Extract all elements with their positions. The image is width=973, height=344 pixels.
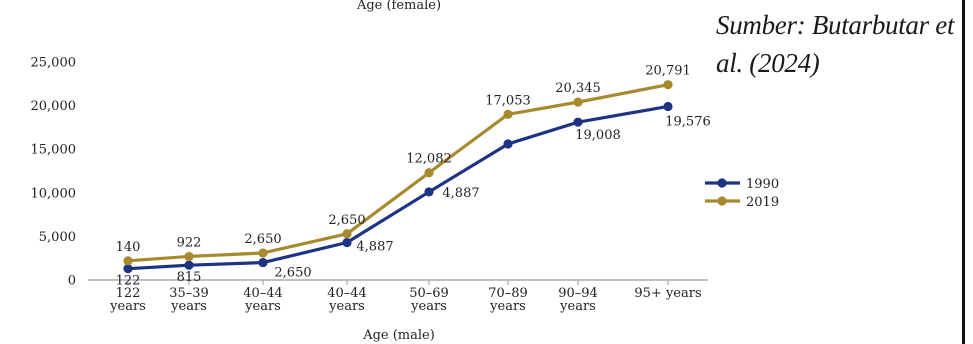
data-point-1990	[503, 139, 513, 149]
data-label-2019: 140	[116, 240, 141, 255]
data-point-2019	[184, 251, 194, 262]
x-tick-label: years	[244, 299, 281, 314]
data-label-1990: 122	[116, 274, 141, 289]
data-label-2019: 2,650	[244, 232, 281, 247]
y-tick-label: 10,000	[31, 186, 77, 201]
legend-marker-1990	[717, 178, 727, 188]
data-point-2019	[342, 229, 352, 239]
data-label-1990: 4,887	[442, 186, 479, 201]
x-tick-label: years	[170, 299, 207, 314]
data-point-1990	[123, 264, 133, 274]
x-tick-label: 40–44	[327, 286, 367, 301]
data-point-2019	[123, 256, 133, 266]
data-point-1990	[573, 117, 583, 127]
x-tick-label: years	[559, 299, 596, 314]
data-point-2019	[573, 97, 583, 107]
data-label-1990: 4,887	[356, 240, 393, 255]
data-point-1990	[663, 101, 673, 112]
legend-marker-2019	[717, 196, 727, 206]
x-tick-label: 90–94	[558, 286, 598, 301]
y-tick-label: 20,000	[31, 99, 77, 114]
data-point-2019	[663, 80, 673, 90]
data-label-2019: 12,082	[406, 152, 452, 167]
legend-label-2019: 2019	[746, 195, 779, 210]
data-point-1990	[342, 237, 352, 248]
y-tick-label: 15,000	[31, 143, 77, 158]
data-label-2019: 17,053	[485, 93, 531, 108]
data-point-1990	[258, 257, 268, 268]
data-point-2019	[258, 248, 268, 258]
frame-border	[962, 0, 965, 344]
y-tick-label: 0	[68, 274, 76, 289]
data-label-1990: 19,008	[575, 128, 621, 143]
y-tick-label: 25,000	[31, 56, 77, 71]
data-label-2019: 20,791	[645, 64, 691, 79]
data-point-1990	[424, 187, 434, 197]
x-axis: 122years35–39years40–44years40–44years50…	[88, 279, 708, 314]
data-point-2019	[424, 168, 434, 178]
x-tick-label: years	[410, 299, 447, 314]
series-line-1990	[127, 104, 669, 271]
series-layer	[123, 80, 673, 274]
series-line-2019	[127, 83, 669, 263]
data-label-2019: 922	[177, 235, 202, 250]
legend: 1990 2019	[705, 177, 779, 210]
x-tick-label: 70–89	[488, 286, 528, 301]
legend-label-1990: 1990	[746, 177, 779, 192]
data-label-2019: 2,650	[328, 213, 365, 228]
x-tick-label: 122	[116, 286, 141, 301]
x-tick-label: 40–44	[243, 286, 283, 301]
data-label-1990: 815	[177, 270, 202, 285]
chart-title: Age (female)	[356, 0, 441, 13]
data-label-2019: 20,345	[555, 81, 601, 96]
x-tick-label: 95+ years	[634, 286, 701, 301]
y-axis: 25,000 20,000 15,000 10,000 5,000 0	[31, 56, 77, 289]
data-label-1990: 19,576	[665, 114, 711, 129]
x-axis-title: Age (male)	[362, 328, 435, 343]
data-label-1990: 2,650	[274, 266, 311, 281]
data-labels: 122 815 2,650 4,887 4,887 19,008 19,576 140 922 2…	[116, 64, 711, 289]
x-tick-label: years	[109, 299, 146, 314]
source-citation: Sumber: Butarbutar et al. (2024)	[716, 10, 955, 78]
data-point-2019	[503, 109, 513, 119]
x-tick-label: 50–69	[409, 286, 449, 301]
x-tick-label: years	[328, 299, 365, 314]
x-tick-label: years	[489, 299, 526, 314]
x-tick-label: 35–39	[169, 286, 209, 301]
data-point-1990	[184, 260, 194, 270]
y-tick-label: 5,000	[39, 230, 76, 245]
